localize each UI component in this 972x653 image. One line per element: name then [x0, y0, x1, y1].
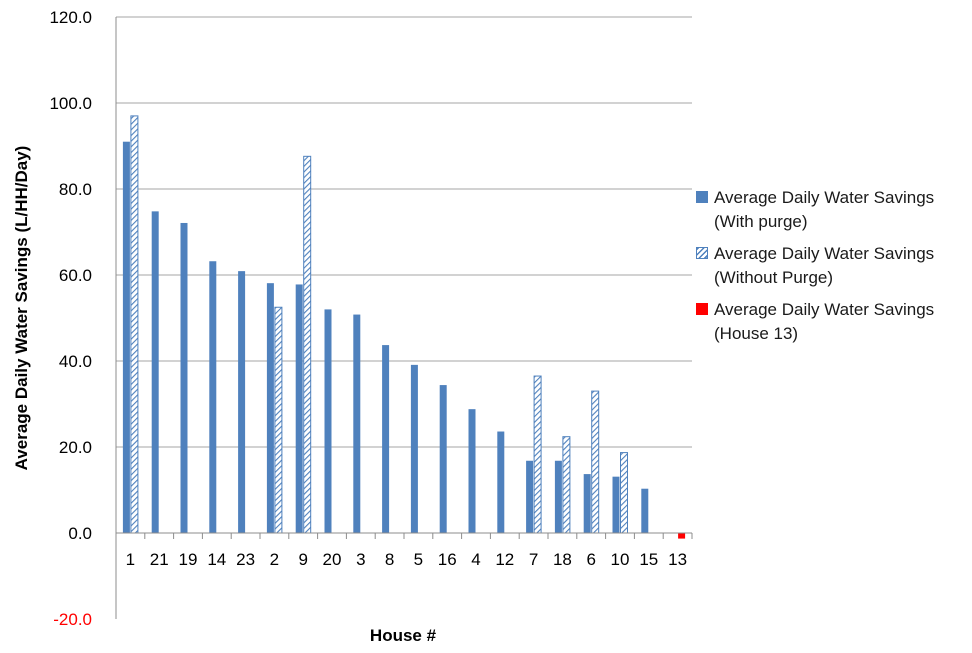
- y-tick-label: 60.0: [59, 266, 92, 285]
- y-tick-label: -20.0: [53, 610, 92, 629]
- x-tick-label: 16: [438, 550, 457, 569]
- bar-without-purge: [303, 155, 312, 534]
- x-tick-label: 18: [553, 550, 572, 569]
- bar-with-purge: [266, 283, 274, 533]
- y-axis-title: Average Daily Water Savings (L/HH/Day): [12, 146, 31, 471]
- legend-label-line: Average Daily Water Savings: [714, 188, 935, 207]
- bar-without-purge: [591, 390, 600, 534]
- x-tick-label: 14: [207, 550, 226, 569]
- x-tick-label: 15: [639, 550, 658, 569]
- x-tick-label: 10: [611, 550, 630, 569]
- bar-with-purge: [209, 261, 217, 533]
- bar-with-purge: [554, 460, 562, 533]
- x-tick-label: 13: [668, 550, 687, 569]
- x-tick-label: 19: [179, 550, 198, 569]
- bar-without-purge: [620, 452, 628, 534]
- legend-label-without-purge: Average Daily Water Savings (Without Pur…: [714, 242, 934, 290]
- legend-item-without-purge: Average Daily Water Savings (Without Pur…: [696, 242, 972, 290]
- legend-item-with-purge: Average Daily Water Savings (With purge): [696, 186, 972, 234]
- bar-without-purge: [130, 115, 139, 534]
- y-tick-label: 0.0: [68, 524, 92, 543]
- x-axis-title: House #: [370, 626, 437, 645]
- bar-with-purge: [468, 409, 476, 533]
- bar-without-purge: [562, 436, 571, 534]
- bar-with-purge: [410, 364, 418, 533]
- x-tick-label: 4: [471, 550, 480, 569]
- bar-with-purge: [353, 314, 361, 533]
- legend-label-house-13: Average Daily Water Savings (House 13): [714, 298, 934, 346]
- legend-label-line: Average Daily Water Savings: [714, 300, 935, 319]
- x-tick-label: 7: [529, 550, 538, 569]
- gridlines: [116, 16, 692, 448]
- bar-with-purge: [497, 431, 505, 533]
- bar-with-purge: [641, 488, 649, 533]
- legend-label-with-purge: Average Daily Water Savings (With purge): [714, 186, 934, 234]
- legend-swatch-house-13: [696, 303, 708, 315]
- x-tick-label: 9: [298, 550, 307, 569]
- x-tick-label: 3: [356, 550, 365, 569]
- bar-with-purge: [439, 385, 447, 533]
- bar-with-purge: [583, 474, 591, 533]
- bar-with-purge: [295, 284, 303, 533]
- bar-with-purge: [324, 309, 332, 533]
- legend-label-line: Average Daily Water Savings: [714, 244, 935, 263]
- x-tick-label: 23: [236, 550, 255, 569]
- bar-with-purge: [612, 476, 620, 533]
- bars: [122, 115, 686, 539]
- bar-with-purge: [382, 345, 390, 533]
- x-tick-label: 5: [414, 550, 423, 569]
- x-tick-label: 2: [270, 550, 279, 569]
- y-tick-label: 80.0: [59, 180, 92, 199]
- legend-swatch-without-purge: [696, 247, 708, 259]
- bar-with-purge: [151, 211, 159, 534]
- x-tick-label: 21: [150, 550, 169, 569]
- legend-item-house-13: Average Daily Water Savings (House 13): [696, 298, 972, 346]
- bar-without-purge: [533, 375, 542, 534]
- bar-house-13: [678, 533, 686, 539]
- legend-label-line: (House 13): [714, 324, 799, 343]
- bar-with-purge: [238, 271, 246, 533]
- bar-with-purge: [180, 222, 188, 533]
- x-tick-label: 20: [323, 550, 342, 569]
- y-tick-label: 120.0: [49, 8, 92, 27]
- legend: Average Daily Water Savings (With purge)…: [696, 186, 972, 354]
- legend-swatch-with-purge: [696, 191, 708, 203]
- bar-without-purge: [274, 306, 283, 534]
- y-tick-label: 100.0: [49, 94, 92, 113]
- legend-label-line: (Without Purge): [714, 268, 834, 287]
- y-tick-label: 40.0: [59, 352, 92, 371]
- x-tick-label: 8: [385, 550, 394, 569]
- x-tick-label: 1: [126, 550, 135, 569]
- x-tick-label: 12: [495, 550, 514, 569]
- y-tick-label: 20.0: [59, 438, 92, 457]
- legend-label-line: (With purge): [714, 212, 808, 231]
- bar-with-purge: [122, 141, 130, 533]
- x-tick-label: 6: [586, 550, 595, 569]
- bar-with-purge: [526, 460, 534, 533]
